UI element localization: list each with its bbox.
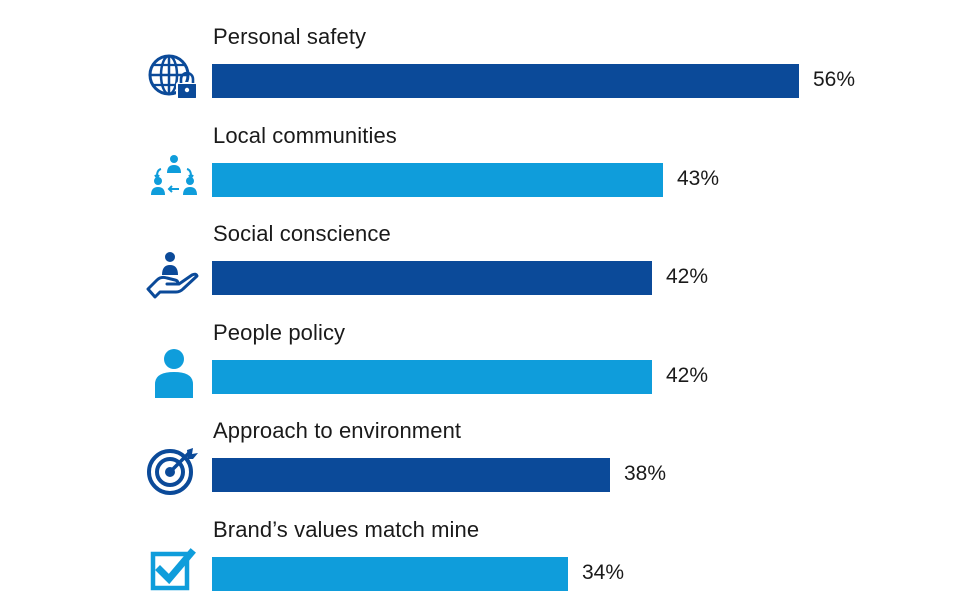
checkbox-tick-icon — [145, 545, 203, 595]
bar — [212, 64, 799, 98]
bar — [212, 556, 568, 591]
category-label: Approach to environment — [213, 418, 462, 443]
hand-person-icon — [145, 249, 203, 299]
value-label: 42% — [666, 265, 709, 288]
community-people-icon — [145, 151, 203, 201]
value-label: 38% — [624, 462, 667, 485]
value-label: 56% — [813, 68, 856, 91]
category-label: Local communities — [213, 122, 397, 148]
value-label: 34% — [582, 560, 625, 584]
bar — [212, 162, 663, 197]
bar — [212, 458, 610, 492]
target-arrow-icon — [145, 446, 203, 496]
category-label: Personal safety — [213, 24, 367, 49]
globe-lock-icon — [145, 52, 203, 102]
bar-row: Brand’s values match mine 34% — [0, 517, 956, 615]
bar-row: Social conscience 42% — [0, 221, 956, 319]
bar — [212, 359, 652, 394]
category-label: People policy — [213, 319, 346, 345]
value-label: 42% — [666, 363, 709, 387]
bar — [212, 261, 652, 295]
person-icon — [145, 348, 203, 398]
category-label: Social conscience — [213, 221, 391, 246]
bar-row: Personal safety 56% — [0, 24, 956, 122]
bar-row: People policy 42% — [0, 320, 956, 418]
category-label: Brand’s values match mine — [213, 516, 480, 542]
value-label: 43% — [677, 166, 720, 190]
bar-row: Approach to environment 38% — [0, 418, 956, 516]
bar-row: Local communities 43% — [0, 123, 956, 221]
